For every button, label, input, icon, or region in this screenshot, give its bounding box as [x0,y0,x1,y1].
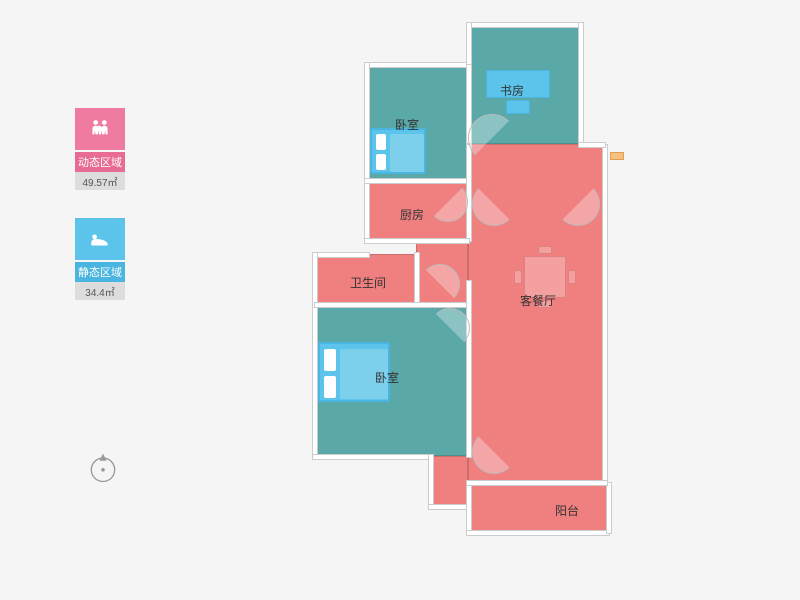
pillow [376,134,386,150]
chair [568,270,576,284]
legend-static-value: 34.4㎡ [75,282,125,300]
wall [466,22,582,28]
chair [538,246,552,254]
people-icon [75,108,125,150]
wall [466,144,472,242]
wall [466,22,472,66]
label-kitchen: 厨房 [400,206,424,223]
wall [314,302,470,308]
blanket [390,134,424,172]
legend-static-label: 静态区域 [75,262,125,282]
wall [606,482,612,534]
label-balcony: 阳台 [555,502,579,519]
wall [466,280,472,458]
room-entry [430,456,468,506]
wall [364,178,470,184]
desk-chair [506,100,530,114]
legend-dynamic-label: 动态区域 [75,152,125,172]
pillow [376,154,386,170]
wall [578,22,584,146]
chair [514,270,522,284]
legend-static: 静态区域 34.4㎡ [75,218,135,300]
wall [314,252,370,258]
compass-icon [85,450,121,491]
bed-bedroom1 [370,128,426,174]
wall [466,480,608,486]
legend-dynamic: 动态区域 49.57㎡ [75,108,135,190]
label-bedroom1: 卧室 [395,116,419,133]
wall [466,482,472,534]
room-living [468,144,604,484]
zone-legend: 动态区域 49.57㎡ 静态区域 34.4㎡ [75,108,135,328]
wall [466,530,610,536]
legend-dynamic-value: 49.57㎡ [75,172,125,190]
pillow [324,376,336,398]
label-living: 客餐厅 [520,292,556,309]
label-bedroom2: 卧室 [375,369,399,386]
wall [602,144,608,486]
room-balcony [468,484,608,532]
pillow [324,349,336,371]
wall [578,142,606,148]
sleep-icon [75,218,125,260]
wall [312,454,432,460]
wall [428,454,434,508]
label-study: 书房 [500,82,524,99]
wall [428,504,470,510]
wall [364,238,470,244]
wall [366,62,470,68]
wall [414,252,420,306]
label-bath: 卫生间 [350,274,386,291]
floor-plan: 书房 卧室 厨房 卫生间 客餐厅 卧室 阳台 [300,24,640,564]
accent-rect [610,152,624,160]
